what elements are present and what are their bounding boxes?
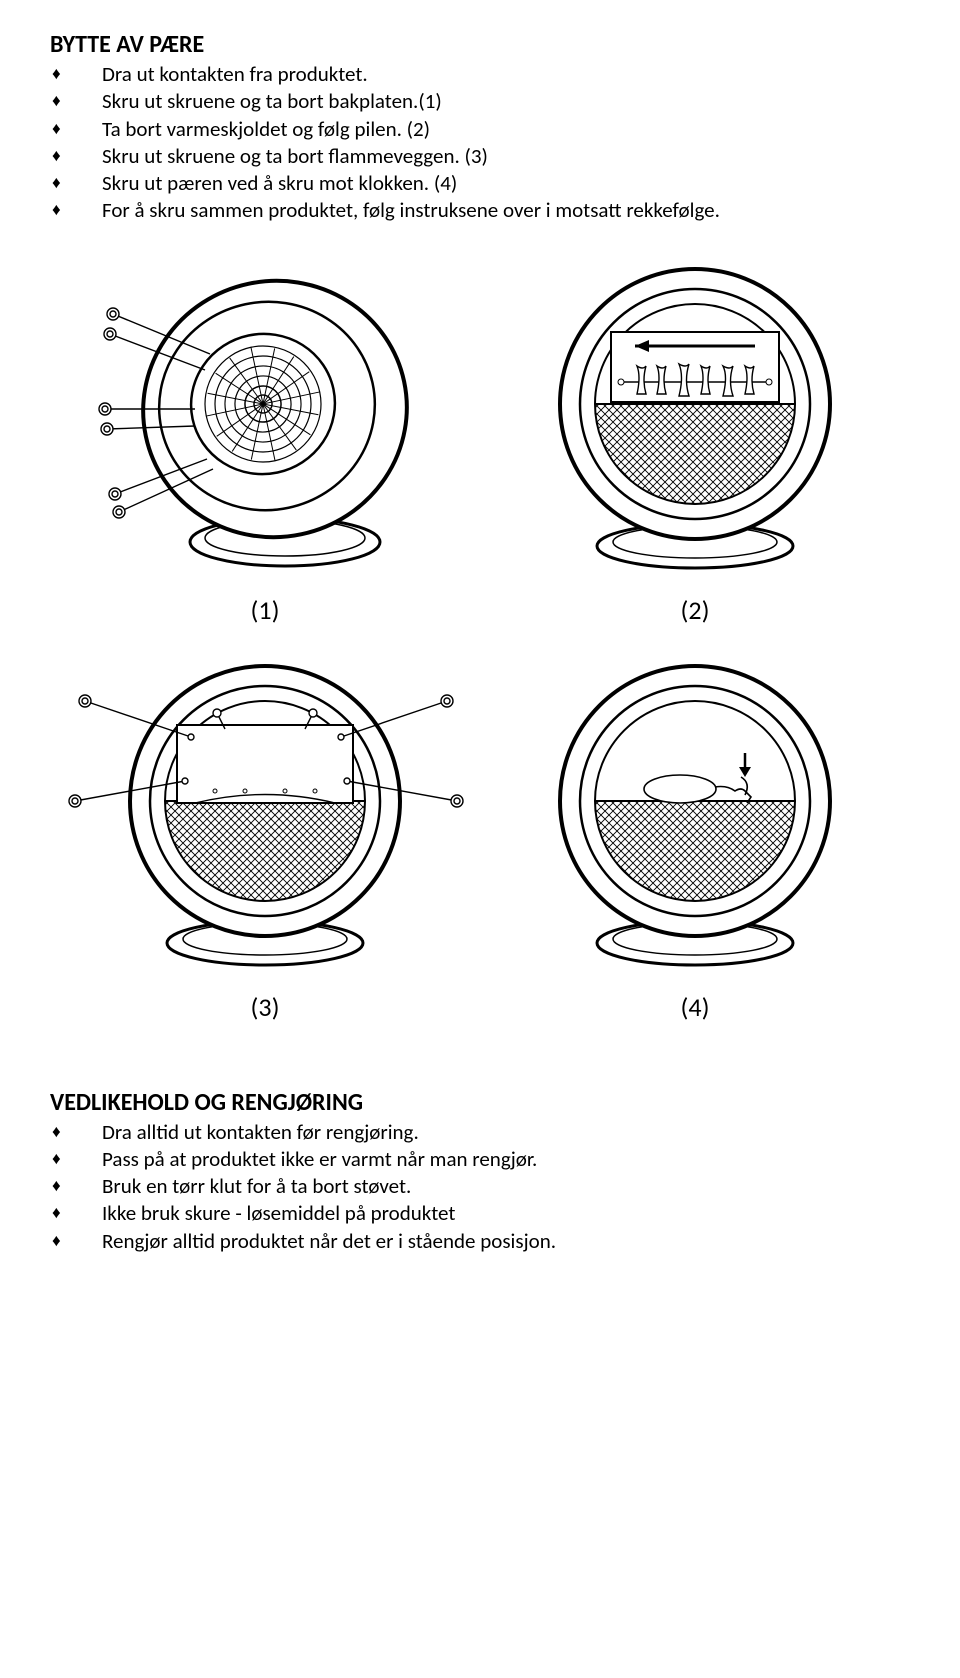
figure-1: (1) <box>50 254 480 651</box>
diamond-bullet-icon: ♦ <box>50 197 102 223</box>
list-item: ♦Ikke bruk skure - løsemiddel på produkt… <box>50 1200 910 1226</box>
list-text: Rengjør alltid produktet når det er i st… <box>102 1228 556 1254</box>
figure-label: (1) <box>251 594 280 626</box>
list-text: Ta bort varmeskjoldet og følg pilen. (2) <box>102 116 430 142</box>
list-text: Dra ut kontakten fra produktet. <box>102 61 368 87</box>
list-item: ♦Rengjør alltid produktet når det er i s… <box>50 1228 910 1254</box>
section2-title: VEDLIKEHOLD OG RENGJØRING <box>50 1088 910 1117</box>
diamond-bullet-icon: ♦ <box>50 143 102 169</box>
figure-label: (4) <box>681 991 710 1023</box>
list-text: Skru ut skruene og ta bort bakplaten.(1) <box>102 88 442 114</box>
figure-label: (3) <box>251 991 280 1023</box>
section1-title: BYTTE AV PÆRE <box>50 30 910 59</box>
list-text: Ikke bruk skure - løsemiddel på produkte… <box>102 1200 455 1226</box>
list-item: ♦Bruk en tørr klut for å ta bort støvet. <box>50 1173 910 1199</box>
diamond-bullet-icon: ♦ <box>50 1228 102 1254</box>
list-item: ♦Skru ut skruene og ta bort bakplaten.(1… <box>50 88 910 114</box>
diamond-bullet-icon: ♦ <box>50 61 102 87</box>
diamond-bullet-icon: ♦ <box>50 170 102 196</box>
section1-list: ♦Dra ut kontakten fra produktet. ♦Skru u… <box>50 61 910 224</box>
list-text: For å skru sammen produktet, følg instru… <box>102 197 720 223</box>
list-item: ♦Skru ut pæren ved å skru mot klokken. (… <box>50 170 910 196</box>
list-item: ♦Pass på at produktet ikke er varmt når … <box>50 1146 910 1172</box>
figures-block: (1) <box>50 254 910 1048</box>
section2-list: ♦Dra alltid ut kontakten før rengjøring.… <box>50 1119 910 1254</box>
list-text: Dra alltid ut kontakten før rengjøring. <box>102 1119 419 1145</box>
list-text: Pass på at produktet ikke er varmt når m… <box>102 1146 537 1172</box>
list-item: ♦Skru ut skruene og ta bort flammeveggen… <box>50 143 910 169</box>
list-item: ♦Dra ut kontakten fra produktet. <box>50 61 910 87</box>
diamond-bullet-icon: ♦ <box>50 116 102 142</box>
diamond-bullet-icon: ♦ <box>50 88 102 114</box>
list-text: Bruk en tørr klut for å ta bort støvet. <box>102 1173 411 1199</box>
list-text: Skru ut skruene og ta bort flammeveggen.… <box>102 143 488 169</box>
diamond-bullet-icon: ♦ <box>50 1119 102 1145</box>
figure-4: (4) <box>480 651 910 1048</box>
diamond-bullet-icon: ♦ <box>50 1173 102 1199</box>
figure-label: (2) <box>681 594 710 626</box>
list-text: Skru ut pæren ved å skru mot klokken. (4… <box>102 170 457 196</box>
diamond-bullet-icon: ♦ <box>50 1200 102 1226</box>
list-item: ♦Ta bort varmeskjoldet og følg pilen. (2… <box>50 116 910 142</box>
figure-2: (2) <box>480 254 910 651</box>
figure-3: (3) <box>50 651 480 1048</box>
list-item: ♦Dra alltid ut kontakten før rengjøring. <box>50 1119 910 1145</box>
list-item: ♦For å skru sammen produktet, følg instr… <box>50 197 910 223</box>
diamond-bullet-icon: ♦ <box>50 1146 102 1172</box>
